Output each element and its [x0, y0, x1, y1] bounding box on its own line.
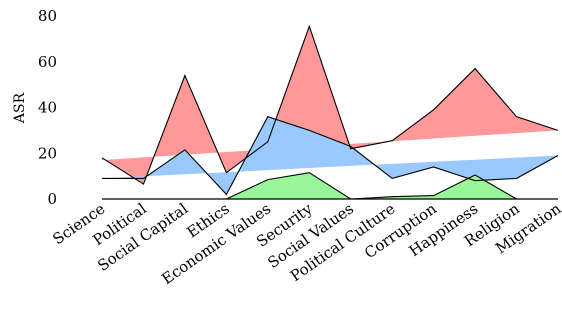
- y-tick-label: 60: [38, 53, 57, 71]
- y-tick-label: 20: [38, 144, 57, 162]
- y-tick-label: 80: [38, 7, 57, 25]
- y-tick-labels: 0 20 40 60 80: [38, 7, 57, 208]
- y-tick-label: 40: [38, 99, 57, 117]
- y-axis-label: ASR: [12, 92, 28, 124]
- y-tick-label: 0: [47, 190, 57, 208]
